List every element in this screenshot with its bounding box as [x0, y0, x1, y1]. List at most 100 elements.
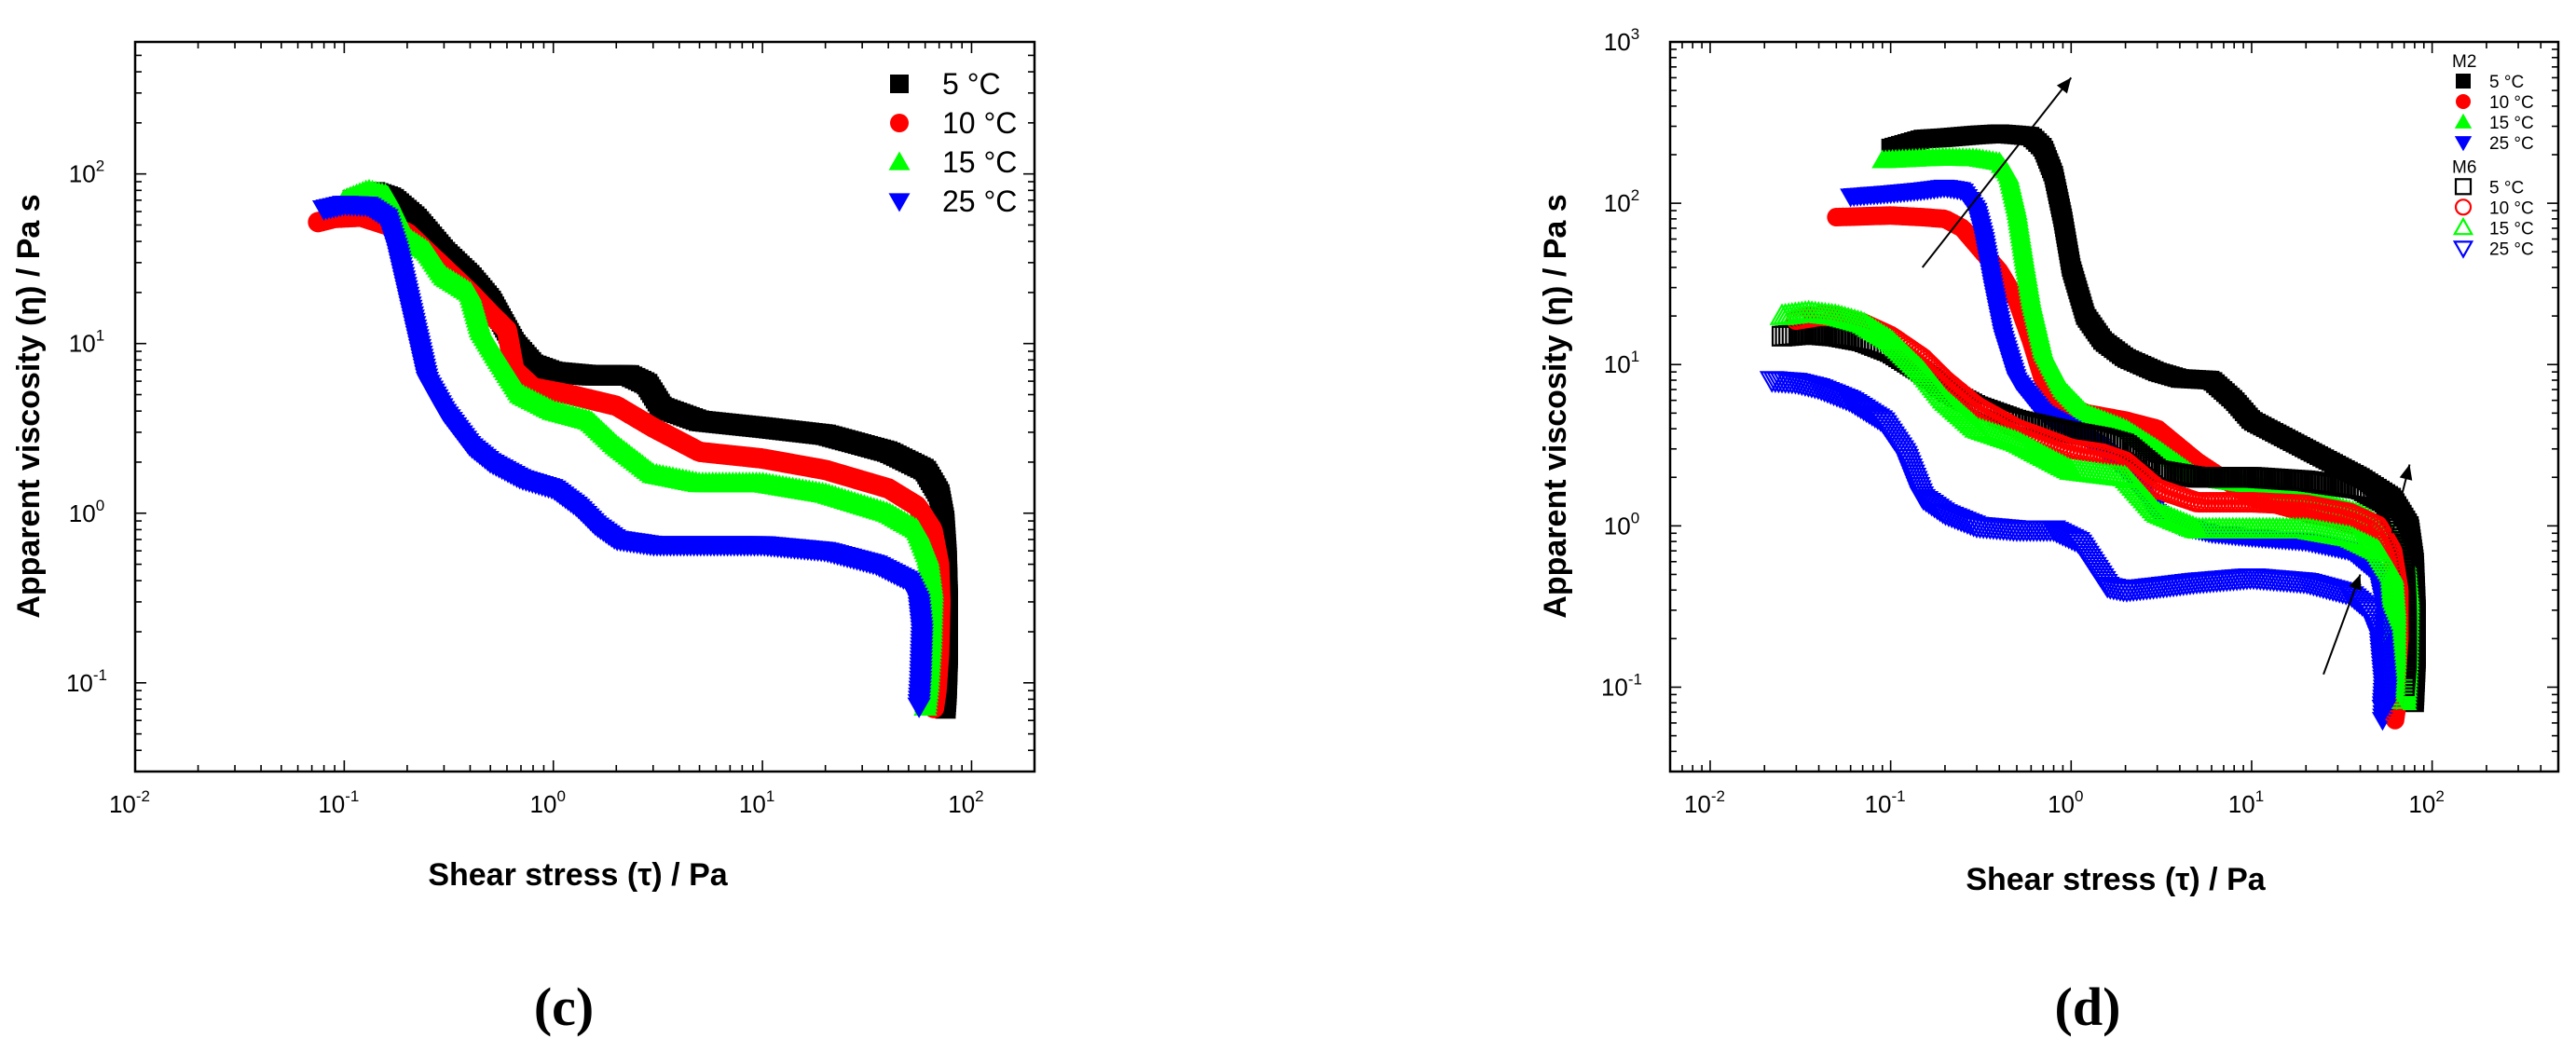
legend-marker: [890, 114, 909, 132]
x-tick-label-base: 10: [948, 790, 975, 818]
x-tick-label-exponent: -1: [345, 787, 359, 805]
legend-label: 5 °C: [2489, 73, 2524, 92]
annotation-arrow-head: [2399, 464, 2413, 481]
x-tick-label: 102: [2408, 787, 2444, 818]
y-tick-label: 103: [1604, 25, 1639, 56]
x-tick-label-exponent: 1: [2255, 787, 2264, 805]
series-m6-15c: [1769, 299, 2407, 709]
legend-label: 5 °C: [2489, 178, 2524, 198]
y-tick-label-base: 10: [69, 330, 96, 358]
legend-label: 25 °C: [942, 184, 1017, 218]
y-tick-label-base: 10: [69, 499, 96, 527]
x-tick-label-exponent: -2: [1711, 787, 1725, 805]
legend-marker: [888, 151, 911, 171]
y-tick-label: 101: [69, 327, 104, 358]
y-tick-label-exponent: 0: [96, 497, 104, 514]
y-tick-label-base: 10: [69, 160, 96, 188]
legend-marker: [2456, 94, 2471, 109]
legend-marker: [2452, 216, 2474, 236]
x-tick-label-base: 10: [109, 790, 136, 818]
panel-d-caption: (d): [2055, 977, 2121, 1037]
data-point: [2371, 700, 2397, 722]
annotation-arrow-head: [2056, 77, 2072, 94]
x-tick-label-exponent: 2: [975, 787, 983, 805]
x-tick-label-base: 10: [530, 790, 557, 818]
x-tick-label: 100: [2048, 787, 2083, 818]
y-tick-label-base: 10: [1604, 512, 1631, 540]
panel-d-y-axis-label: Apparent viscosity (η) / Pa s: [1538, 194, 1573, 618]
legend-marker: [2454, 198, 2473, 216]
legend-label: 25 °C: [2489, 134, 2534, 154]
x-tick-label: 101: [2228, 787, 2264, 818]
legend-marker: [2454, 113, 2473, 129]
panel-c-legend: 5 °C 10 °C 15 °C 25 °C: [888, 67, 1017, 218]
y-tick-label-exponent: 1: [96, 327, 104, 345]
annotation-arrow-head: [2349, 574, 2362, 591]
legend-label: 15 °C: [2489, 114, 2534, 133]
x-tick-label-base: 10: [318, 790, 345, 818]
y-tick-label-base: 10: [66, 669, 93, 697]
data-point: [2351, 596, 2377, 620]
x-tick-label-base: 10: [1684, 790, 1711, 818]
y-tick-label-exponent: 2: [96, 157, 104, 175]
legend-label: 25 °C: [2489, 239, 2534, 259]
series-m6-25c: [1759, 371, 2398, 722]
y-tick-label: 100: [1604, 509, 1639, 540]
legend-group-title: M2: [2452, 52, 2476, 72]
panel-c-caption: (c): [534, 977, 594, 1037]
legend-label: 10 °C: [942, 106, 1017, 140]
y-tick-label-base: 10: [1604, 28, 1631, 56]
x-tick-label: 102: [948, 787, 983, 818]
x-tick-label-base: 10: [2408, 790, 2435, 818]
y-tick-label: 101: [1604, 348, 1639, 378]
x-tick-label: 101: [739, 787, 774, 818]
panel-c-x-axis-label: Shear stress (τ) / Pa: [428, 857, 728, 893]
legend-label: 5 °C: [942, 67, 1001, 101]
data-point: [2372, 692, 2397, 716]
legend-marker: [2456, 74, 2471, 89]
y-tick-label-exponent: -1: [93, 666, 107, 684]
y-tick-label: 10-1: [66, 666, 107, 697]
legend-marker: [2454, 136, 2473, 152]
x-tick-label-base: 10: [1865, 790, 1892, 818]
panel-c-y-axis-label: Apparent viscosity (η) / Pa s: [11, 194, 47, 618]
y-tick-label: 10-1: [1601, 670, 1642, 701]
panel-c-data: [308, 178, 958, 719]
data-point: [2059, 528, 2085, 552]
series-25c: [311, 196, 935, 718]
x-tick-label-exponent: 2: [2435, 787, 2444, 805]
x-tick-label: 10-2: [1684, 787, 1725, 818]
y-tick-label-exponent: -1: [1628, 670, 1642, 688]
legend-marker: [2452, 240, 2474, 259]
x-tick-label-base: 10: [739, 790, 766, 818]
x-tick-label-exponent: 0: [2075, 787, 2083, 805]
x-tick-label-exponent: 0: [556, 787, 565, 805]
y-tick-label: 102: [69, 157, 104, 188]
y-tick-label: 102: [1604, 186, 1639, 217]
data-point: [2053, 526, 2078, 549]
legend-marker: [2454, 178, 2473, 196]
x-tick-label: 10-2: [109, 787, 150, 818]
annotation-arrow-shaft: [1921, 76, 2073, 268]
x-tick-label-exponent: 1: [766, 787, 774, 805]
legend-group-title: M6: [2452, 157, 2476, 177]
data-point: [2371, 696, 2397, 718]
x-tick-label: 10-1: [318, 787, 359, 818]
y-tick-label-base: 10: [1604, 189, 1631, 217]
y-tick-label-exponent: 1: [1631, 348, 1639, 365]
legend-label: 10 °C: [2489, 198, 2534, 218]
y-tick-label-base: 10: [1604, 350, 1631, 378]
panel-d-data: [1759, 124, 2426, 731]
y-tick-label-exponent: 3: [1631, 25, 1639, 43]
panel-d-plot-frame: [1668, 40, 2560, 773]
data-point: [1868, 410, 1894, 432]
data-point: [907, 697, 931, 718]
legend-marker: [890, 75, 909, 93]
